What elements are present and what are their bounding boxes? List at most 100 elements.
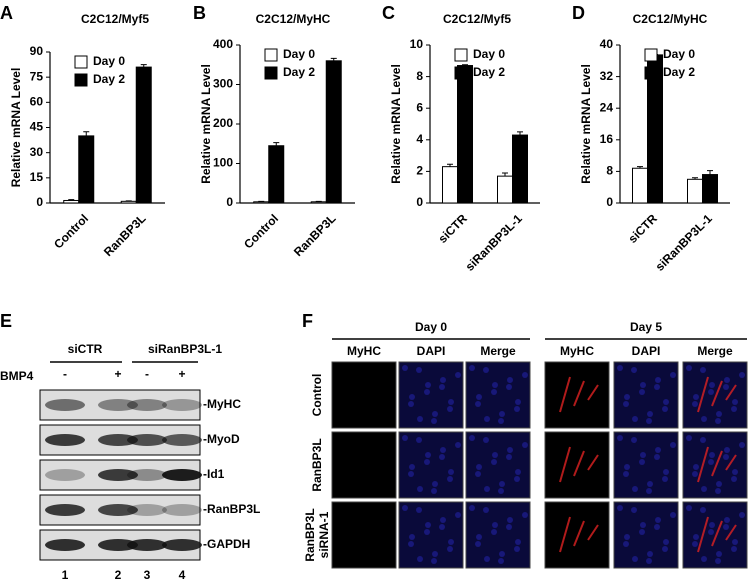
band bbox=[162, 504, 202, 516]
nucleus bbox=[455, 512, 461, 518]
legend-label: Day 0 bbox=[283, 47, 315, 61]
bar bbox=[442, 166, 458, 204]
nucleus bbox=[731, 546, 737, 552]
nucleus bbox=[448, 469, 454, 475]
legend-label: Day 2 bbox=[93, 72, 125, 86]
nucleus bbox=[670, 372, 676, 378]
myotube bbox=[587, 454, 599, 471]
y-tick-label: 45 bbox=[30, 120, 44, 134]
micrograph bbox=[544, 501, 610, 569]
channel-label: MyHC bbox=[347, 344, 381, 358]
nucleus bbox=[716, 481, 722, 487]
nucleus bbox=[469, 365, 475, 371]
nucleus bbox=[499, 481, 505, 487]
myotube bbox=[573, 520, 585, 547]
nucleus bbox=[483, 367, 489, 373]
nucleus bbox=[739, 372, 745, 378]
nucleus bbox=[506, 524, 512, 530]
nucleus bbox=[416, 367, 422, 373]
nucleus bbox=[402, 435, 408, 441]
error-bar bbox=[692, 177, 698, 180]
nucleus bbox=[700, 367, 706, 373]
myotube bbox=[697, 446, 709, 483]
y-tick-label: 0 bbox=[606, 195, 613, 209]
bar bbox=[268, 145, 285, 204]
y-tick-label: 40 bbox=[600, 37, 614, 51]
nucleus bbox=[447, 406, 453, 412]
band bbox=[127, 539, 167, 551]
nucleus bbox=[654, 454, 660, 460]
y-tick-label: 2 bbox=[416, 164, 423, 178]
nucleus bbox=[492, 522, 498, 528]
micrograph bbox=[398, 431, 464, 499]
bar bbox=[632, 167, 648, 204]
legend-label: Day 2 bbox=[283, 65, 315, 79]
y-axis-label: Relative mRNA Level bbox=[9, 68, 23, 188]
nucleus bbox=[408, 401, 414, 407]
micrograph bbox=[398, 501, 464, 569]
nucleus bbox=[439, 384, 445, 390]
nucleus bbox=[498, 558, 504, 564]
nucleus bbox=[492, 452, 498, 458]
y-tick-label: 8 bbox=[416, 69, 423, 83]
nucleus bbox=[632, 556, 638, 562]
lane-number: 4 bbox=[179, 568, 186, 582]
band bbox=[127, 469, 167, 481]
channel-label: MyHC bbox=[560, 344, 594, 358]
bar bbox=[702, 174, 718, 204]
myotube bbox=[587, 384, 599, 401]
y-tick-label: 0 bbox=[226, 195, 233, 209]
band-label: -MyHC bbox=[203, 397, 241, 411]
y-tick-label: 0 bbox=[36, 195, 43, 209]
nucleus bbox=[499, 551, 505, 557]
y-tick-label: 16 bbox=[600, 132, 614, 146]
myotube bbox=[697, 376, 709, 413]
band bbox=[162, 399, 202, 411]
micrograph bbox=[544, 361, 610, 429]
nucleus bbox=[498, 488, 504, 494]
legend-swatch bbox=[74, 73, 88, 87]
nucleus bbox=[417, 486, 423, 492]
nucleus bbox=[408, 471, 414, 477]
micrograph bbox=[613, 431, 679, 499]
nucleus bbox=[701, 486, 707, 492]
nucleus bbox=[514, 476, 520, 482]
row-label: siRNA-1 bbox=[317, 511, 331, 558]
row-label: RanBP3L bbox=[310, 438, 324, 491]
legend-label: Day 2 bbox=[473, 65, 505, 79]
treatment-sign: + bbox=[114, 367, 121, 381]
channel-label: DAPI bbox=[417, 344, 446, 358]
nucleus bbox=[432, 481, 438, 487]
y-tick-label: 32 bbox=[600, 69, 614, 83]
nucleus bbox=[692, 471, 698, 477]
micrograph bbox=[398, 361, 464, 429]
channel-label: Merge bbox=[697, 344, 733, 358]
treatment-sign: + bbox=[178, 367, 185, 381]
nucleus bbox=[623, 401, 629, 407]
nucleus bbox=[417, 556, 423, 562]
legend-swatch bbox=[644, 48, 658, 62]
bar bbox=[512, 134, 528, 204]
nucleus bbox=[655, 517, 661, 523]
bar bbox=[78, 135, 95, 204]
nucleus bbox=[469, 435, 475, 441]
nucleus bbox=[440, 377, 446, 383]
nucleus bbox=[498, 418, 504, 424]
chart-title: C2C12/Myf5 bbox=[443, 12, 511, 26]
nucleus bbox=[507, 447, 513, 453]
nucleus bbox=[522, 442, 528, 448]
nucleus bbox=[632, 416, 638, 422]
nucleus bbox=[483, 437, 489, 443]
nucleus bbox=[514, 546, 520, 552]
nucleus bbox=[402, 365, 408, 371]
nucleus bbox=[499, 411, 505, 417]
x-tick-label: Control bbox=[241, 211, 281, 251]
nucleus bbox=[431, 558, 437, 564]
nucleus bbox=[424, 529, 430, 535]
nucleus bbox=[639, 389, 645, 395]
nucleus bbox=[716, 551, 722, 557]
day-label: Day 0 bbox=[415, 320, 447, 334]
nucleus bbox=[624, 464, 630, 470]
nucleus bbox=[639, 529, 645, 535]
nucleus bbox=[515, 539, 521, 545]
